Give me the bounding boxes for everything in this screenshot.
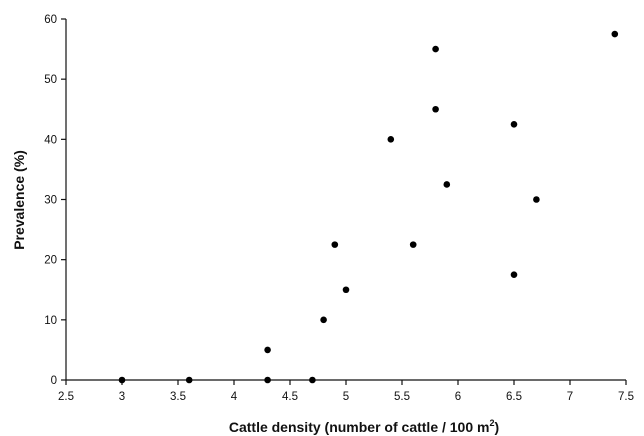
data-point <box>510 120 518 128</box>
data-point <box>331 241 339 248</box>
x-tick-label: 5 <box>343 391 349 403</box>
data-point <box>432 45 439 53</box>
data-point <box>264 376 271 384</box>
x-tick-label: 5.5 <box>394 391 410 403</box>
data-point <box>309 376 316 384</box>
y-tick-label: 10 <box>44 315 57 327</box>
y-tick-label: 50 <box>44 74 57 86</box>
x-axis-title-main: Cattle density (number of cattle / 100 m <box>229 419 490 435</box>
data-point <box>409 241 417 248</box>
x-tick-label: 3 <box>119 391 125 403</box>
y-ticks: 0 10 20 30 40 50 60 <box>44 14 66 387</box>
data-point <box>185 376 193 384</box>
data-point <box>387 136 395 143</box>
x-axis-title-superscript: 2 <box>489 418 494 428</box>
data-point <box>443 181 451 188</box>
data-point <box>118 376 126 384</box>
data-point <box>320 316 327 324</box>
x-tick-label: 6.5 <box>506 391 522 403</box>
x-tick-label: 7 <box>567 391 573 403</box>
y-tick-label: 60 <box>44 14 57 26</box>
x-tick-label: 2.5 <box>58 391 74 403</box>
data-points <box>118 30 619 384</box>
y-tick-label: 0 <box>51 375 57 387</box>
y-tick-label: 40 <box>44 134 57 146</box>
y-axis-title: Prevalence (%) <box>11 150 27 250</box>
data-point <box>432 105 439 113</box>
y-tick-label: 30 <box>44 195 57 207</box>
data-point <box>533 196 540 203</box>
x-ticks: 2.5 3 3.5 4 4.5 5 5.5 6 6.5 7 7.5 <box>58 380 634 403</box>
y-tick-label: 20 <box>44 255 57 267</box>
x-tick-label: 4.5 <box>282 391 298 403</box>
data-point <box>510 271 518 279</box>
x-tick-label: 7.5 <box>618 391 634 403</box>
x-axis-title-end: ) <box>494 419 499 435</box>
x-tick-label: 4 <box>231 391 238 403</box>
x-tick-label: 3.5 <box>170 391 186 403</box>
x-tick-label: 6 <box>455 391 461 403</box>
plot-area: 2.5 3 3.5 4 4.5 5 5.5 6 6.5 7 7.5 0 10 20 30 40 50 60 <box>44 14 634 403</box>
x-axis-title: Cattle density (number of cattle / 100 m… <box>229 418 499 435</box>
data-point <box>611 30 619 38</box>
data-point <box>342 286 350 294</box>
data-point <box>264 346 271 354</box>
